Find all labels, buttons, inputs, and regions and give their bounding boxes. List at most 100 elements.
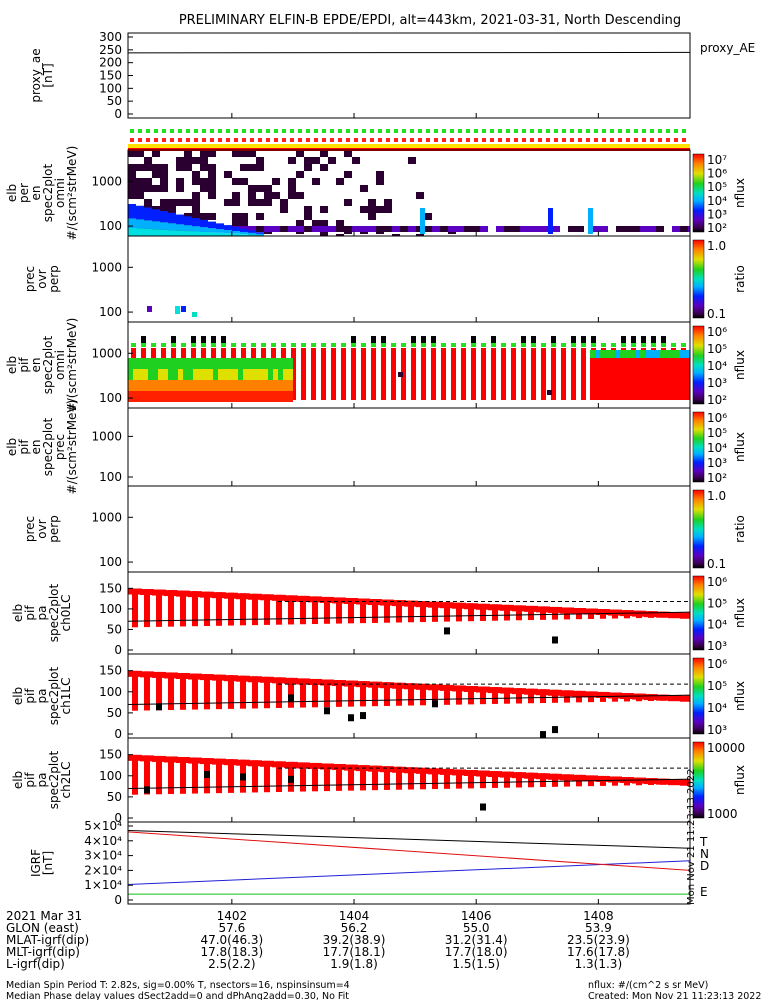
status-dot-green (370, 129, 374, 133)
spectrum-cell (278, 358, 283, 369)
spectrum-cell (288, 391, 293, 402)
spectrum-cell (521, 336, 526, 343)
status-dot-green (671, 343, 676, 347)
colorbar-tick-label: 10⁶ (707, 325, 727, 339)
spectrum-cell (651, 336, 656, 343)
proxy-ae-legend: proxy_AE (700, 41, 755, 55)
time-row-value: 1408 (583, 909, 614, 923)
pa-cap (320, 763, 334, 770)
status-dot-red (626, 138, 630, 142)
spectrum-cell (296, 226, 304, 232)
pa-bar (288, 677, 294, 708)
pa-bar (396, 600, 402, 623)
spectrum-cell (312, 220, 320, 227)
spectrum-cell (248, 164, 256, 171)
status-dot-green (154, 129, 158, 133)
ylabel-line: #/(scm²strMeV) (65, 318, 79, 413)
pa-cap (596, 691, 610, 698)
time-row-value: 47.0(46.3) (200, 933, 263, 947)
status-dot-green (450, 129, 454, 133)
pa-cap (188, 757, 202, 764)
status-dot-red (546, 138, 550, 142)
pa-cap (380, 599, 394, 606)
pa-bar (240, 675, 246, 709)
spectrum-bar (391, 348, 396, 400)
pa-cell (360, 712, 366, 720)
pa-bar (324, 763, 330, 792)
spectrum-cell (223, 369, 228, 380)
spectrum-cell (263, 391, 268, 402)
colorbar-tick-label: 10³ (707, 639, 727, 653)
colorbar (692, 741, 705, 819)
spectrum-cell (158, 369, 163, 380)
pa-cap (200, 591, 214, 598)
pa-cap (128, 754, 142, 761)
pa-bar (552, 606, 558, 620)
spectrum-cell (223, 380, 228, 391)
pa-bar (144, 755, 150, 795)
status-dot-green (151, 343, 156, 347)
spectrum-cell (213, 391, 218, 402)
pa-cap (464, 685, 478, 692)
content-epdi_omni (128, 336, 690, 402)
spectrum-cell (411, 336, 416, 343)
spectrum-cell (272, 178, 280, 185)
pa-cell (240, 773, 246, 781)
spectrum-cell (218, 369, 223, 380)
spectrum-cell (253, 358, 258, 369)
pa-cap (152, 755, 166, 762)
pa-cap (308, 596, 322, 603)
spectrum-cell (136, 205, 144, 220)
spectrum-cell (264, 192, 272, 199)
pa-bar (336, 680, 342, 707)
status-dot-green (658, 129, 662, 133)
colorbar-tick-label: 10⁶ (707, 575, 727, 589)
status-dot-green (331, 343, 336, 347)
spectrum-cell (201, 336, 206, 343)
pa-bar (396, 766, 402, 790)
loss-cone-line (128, 611, 690, 622)
spectrum-cell (288, 185, 296, 192)
status-dot-green (581, 343, 586, 347)
status-dot-green (306, 129, 310, 133)
spectrum-cell (176, 157, 184, 164)
pa-bar (252, 676, 258, 709)
spectrum-cell (224, 171, 232, 178)
pa-cell (204, 770, 210, 778)
spectrum-cell (176, 164, 184, 171)
spectrum-cell (144, 207, 152, 221)
ytick-label: 3×10⁴ (84, 849, 122, 863)
spectrum-cell (253, 391, 258, 402)
pa-cap (524, 605, 538, 612)
spectrum-cell (264, 226, 272, 232)
status-dot-green (491, 343, 496, 347)
time-row-value: 53.9 (585, 921, 612, 935)
pa-cap (476, 770, 490, 777)
spectrum-cell (258, 391, 263, 402)
pa-cap (476, 603, 490, 610)
spectrum-cell (153, 369, 158, 380)
spectrum-cell (620, 350, 625, 358)
time-row-value: 23.5(23.9) (567, 933, 630, 947)
pa-cap (224, 759, 238, 766)
spectrum-cell (136, 185, 144, 192)
pa-bar (444, 768, 450, 789)
pa-cap (572, 774, 586, 781)
spectrum-cell (228, 391, 233, 402)
spectrum-cell (176, 224, 184, 231)
status-dot-green (618, 129, 622, 133)
ytick-label: 150 (99, 69, 122, 83)
status-dot-red (514, 138, 518, 142)
spectrum-cell (432, 226, 440, 232)
spectrum-cell (178, 358, 183, 369)
pa-bar (444, 684, 450, 705)
pa-cap (440, 768, 454, 775)
spectrum-cell (128, 218, 136, 228)
status-dot-green (506, 129, 510, 133)
status-dot-green (481, 343, 486, 347)
ylabel-line: perp (47, 265, 61, 293)
igrf-line-T (128, 829, 690, 849)
spectrum-cell (351, 336, 356, 343)
spectrum-cell (200, 213, 208, 220)
spectrum-cell (183, 391, 188, 402)
